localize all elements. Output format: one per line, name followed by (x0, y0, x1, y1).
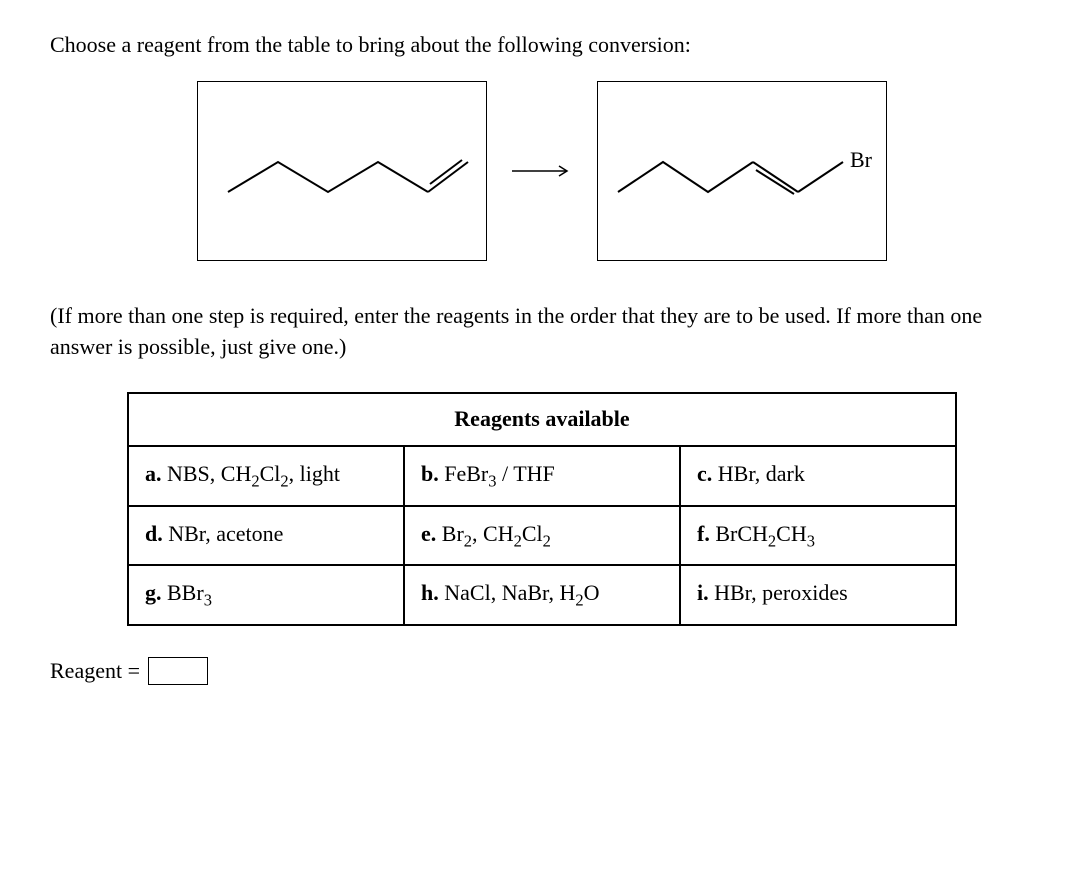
bromine-label: Br (850, 147, 873, 172)
reagent-i: i. HBr, peroxides (680, 565, 956, 624)
reaction-scheme: Br (50, 81, 1034, 261)
product-structure: Br (598, 82, 888, 262)
product-box: Br (597, 81, 887, 261)
reagent-input[interactable] (148, 657, 208, 685)
reagent-letter: e. (421, 521, 436, 546)
instruction-note: (If more than one step is required, ente… (50, 301, 1034, 363)
table-row: a. NBS, CH2Cl2, light b. FeBr3 / THF c. … (128, 446, 956, 505)
table-header: Reagents available (128, 393, 956, 446)
answer-row: Reagent = (50, 656, 1034, 687)
reagent-h: h. NaCl, NaBr, H2O (404, 565, 680, 624)
starting-material-box (197, 81, 487, 261)
reagent-f: f. BrCH2CH3 (680, 506, 956, 565)
reagent-letter: d. (145, 521, 163, 546)
reagent-letter: a. (145, 461, 162, 486)
answer-label: Reagent = (50, 656, 140, 687)
table-row: g. BBr3 h. NaCl, NaBr, H2O i. HBr, perox… (128, 565, 956, 624)
reagent-letter: f. (697, 521, 710, 546)
reagent-b: b. FeBr3 / THF (404, 446, 680, 505)
question-prompt: Choose a reagent from the table to bring… (50, 30, 1034, 61)
reagent-d: d. NBr, acetone (128, 506, 404, 565)
reagent-letter: h. (421, 580, 439, 605)
reagent-c: c. HBr, dark (680, 446, 956, 505)
reagent-letter: c. (697, 461, 712, 486)
reagent-a: a. NBS, CH2Cl2, light (128, 446, 404, 505)
starting-material-structure (198, 82, 488, 262)
reagents-table: Reagents available a. NBS, CH2Cl2, light… (127, 392, 957, 625)
reaction-arrow (507, 161, 577, 181)
reagent-letter: g. (145, 580, 162, 605)
reagent-e: e. Br2, CH2Cl2 (404, 506, 680, 565)
reagent-letter: i. (697, 580, 709, 605)
reagent-letter: b. (421, 461, 439, 486)
table-row: d. NBr, acetone e. Br2, CH2Cl2 f. BrCH2C… (128, 506, 956, 565)
reagent-g: g. BBr3 (128, 565, 404, 624)
